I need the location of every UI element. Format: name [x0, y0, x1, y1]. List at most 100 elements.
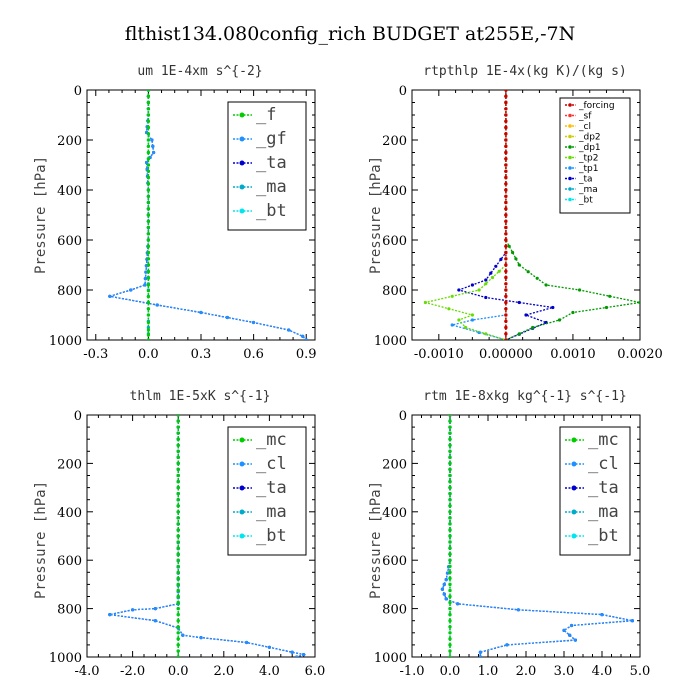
data-point — [176, 631, 180, 635]
x-tick-label: 0.3 — [191, 347, 212, 362]
data-point — [245, 640, 249, 645]
y-tick-label: 400 — [382, 184, 407, 199]
legend-marker — [568, 145, 572, 149]
data-point — [448, 588, 452, 593]
data-point — [423, 300, 427, 305]
data-point — [153, 607, 157, 611]
data-point — [504, 194, 508, 198]
y-tick-label: 400 — [382, 506, 407, 521]
data-point — [295, 655, 299, 657]
legend-marker — [568, 113, 572, 118]
series-group — [423, 90, 640, 340]
legend-label: _ma — [256, 177, 287, 197]
series-line-cl — [109, 415, 307, 657]
y-tick-label: 200 — [57, 457, 82, 472]
data-point — [510, 250, 515, 255]
data-point — [448, 510, 452, 514]
data-point — [176, 443, 180, 447]
y-tick-label: 1000 — [374, 651, 407, 666]
data-point — [302, 653, 306, 657]
data-point — [146, 238, 150, 242]
data-point — [447, 307, 451, 311]
data-point — [504, 113, 508, 117]
y-tick-label: 0 — [74, 409, 82, 424]
panel-title: thlm 1E-5xK s^{-1} — [130, 389, 271, 404]
data-point — [504, 200, 508, 205]
series-line-tp1 — [449, 90, 507, 340]
data-point — [484, 278, 488, 282]
x-tick-label: 5.0 — [630, 664, 651, 679]
data-point — [504, 125, 508, 130]
data-point — [145, 160, 149, 165]
legend-marker — [568, 187, 572, 191]
data-point — [504, 244, 508, 248]
y-axis-label: Pressure [hPa] — [33, 481, 49, 599]
data-point — [450, 294, 454, 298]
data-point — [504, 169, 508, 173]
data-point — [199, 636, 203, 640]
x-tick-label: 0.00000 — [479, 347, 533, 362]
x-tick-label: -2.0 — [120, 664, 145, 679]
legend-label: _ma — [588, 502, 619, 522]
data-point — [176, 455, 180, 459]
data-point — [504, 313, 508, 317]
data-point — [484, 295, 488, 300]
legend-label: _cl — [578, 122, 591, 132]
data-point — [176, 613, 180, 617]
data-point — [514, 257, 518, 261]
data-point — [146, 270, 150, 274]
data-point — [176, 510, 180, 514]
data-point — [108, 294, 112, 298]
data-point — [504, 263, 508, 267]
panel-title: um 1E-4xm s^{-2} — [137, 64, 262, 79]
data-point — [176, 522, 180, 526]
data-point — [176, 431, 180, 435]
data-point — [144, 270, 148, 274]
legend-marker — [568, 134, 572, 139]
data-point — [129, 288, 133, 292]
data-point — [176, 552, 180, 556]
data-point — [176, 588, 180, 593]
data-point — [448, 655, 452, 657]
y-axis-label: Pressure [hPa] — [33, 156, 49, 274]
data-point — [181, 633, 185, 637]
data-point — [176, 594, 180, 599]
data-point — [143, 283, 147, 287]
legend-marker — [239, 485, 245, 491]
data-point — [146, 250, 150, 255]
data-point — [448, 600, 452, 605]
data-point — [504, 175, 508, 180]
x-tick-label: 0.0 — [138, 347, 159, 362]
legend-box — [227, 101, 307, 231]
legend-label: _forcing — [578, 101, 615, 111]
data-point — [504, 307, 508, 311]
legend-marker — [571, 509, 577, 515]
data-point — [448, 643, 452, 647]
x-tick-label: 2.0 — [213, 664, 234, 679]
panel-um: um 1E-4xm s^{-2} Pressure [hPa] -0.3 0.0 0… — [33, 64, 317, 362]
data-point — [504, 107, 508, 111]
data-point — [638, 300, 640, 305]
data-point — [146, 320, 150, 325]
data-point — [146, 144, 150, 148]
data-point — [146, 125, 150, 130]
data-point — [504, 94, 508, 98]
data-point — [176, 534, 180, 538]
data-point — [146, 188, 150, 192]
data-point — [146, 232, 150, 236]
data-point — [494, 264, 498, 268]
series-group — [440, 415, 635, 657]
data-point — [444, 597, 448, 601]
data-point — [470, 318, 474, 322]
data-point — [448, 455, 452, 459]
data-point — [146, 276, 150, 280]
data-point — [470, 283, 474, 287]
data-point — [570, 623, 574, 628]
data-point — [504, 138, 508, 142]
data-point — [176, 558, 180, 562]
data-point — [448, 516, 452, 520]
data-point — [448, 449, 452, 453]
data-point — [516, 608, 521, 612]
legend-marker — [239, 437, 245, 443]
